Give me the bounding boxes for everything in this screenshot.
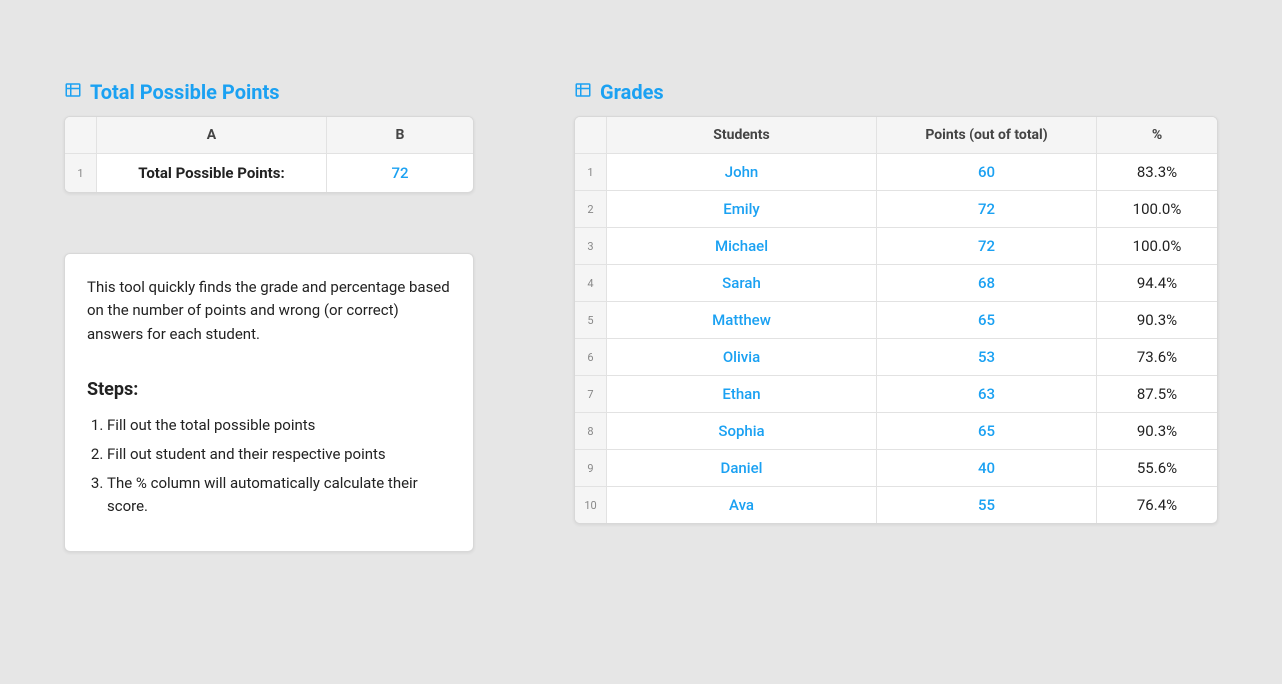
student-percent-cell: 73.6% <box>1097 339 1217 376</box>
table-icon <box>64 80 82 104</box>
grades-corner-cell <box>575 117 607 154</box>
student-name-cell[interactable]: Matthew <box>607 302 877 339</box>
row-index: 2 <box>575 191 607 228</box>
table-row[interactable]: 7Ethan6387.5% <box>575 376 1217 413</box>
list-item: The % column will automatically calculat… <box>107 472 451 519</box>
student-name-cell[interactable]: Olivia <box>607 339 877 376</box>
grades-students-header[interactable]: Students <box>607 117 877 154</box>
student-points-cell[interactable]: 72 <box>877 191 1097 228</box>
table-row[interactable]: 6Olivia5373.6% <box>575 339 1217 376</box>
student-points-cell[interactable]: 65 <box>877 413 1097 450</box>
student-name-cell[interactable]: Sophia <box>607 413 877 450</box>
table-row[interactable]: 1John6083.3% <box>575 154 1217 191</box>
student-percent-cell: 100.0% <box>1097 228 1217 265</box>
student-name-cell[interactable]: Emily <box>607 191 877 228</box>
student-name-cell[interactable]: Ethan <box>607 376 877 413</box>
grades-title: Grades <box>600 80 664 104</box>
table-row[interactable]: 5Matthew6590.3% <box>575 302 1217 339</box>
row-index: 1 <box>65 154 97 192</box>
row-index: 7 <box>575 376 607 413</box>
table-row[interactable]: 10Ava5576.4% <box>575 487 1217 523</box>
grades-section-header: Grades <box>574 80 1218 104</box>
table-row[interactable]: 3Michael72100.0% <box>575 228 1217 265</box>
list-item: Fill out student and their respective po… <box>107 443 451 466</box>
student-percent-cell: 83.3% <box>1097 154 1217 191</box>
grades-points-header[interactable]: Points (out of total) <box>877 117 1097 154</box>
student-percent-cell: 90.3% <box>1097 413 1217 450</box>
steps-heading: Steps: <box>87 376 451 404</box>
student-percent-cell: 94.4% <box>1097 265 1217 302</box>
totals-title: Total Possible Points <box>90 80 280 104</box>
row-index: 3 <box>575 228 607 265</box>
row-index: 5 <box>575 302 607 339</box>
student-percent-cell: 90.3% <box>1097 302 1217 339</box>
student-name-cell[interactable]: Ava <box>607 487 877 523</box>
info-intro: This tool quickly finds the grade and pe… <box>87 276 451 346</box>
student-points-cell[interactable]: 40 <box>877 450 1097 487</box>
table-row[interactable]: 4Sarah6894.4% <box>575 265 1217 302</box>
student-name-cell[interactable]: Michael <box>607 228 877 265</box>
table-row[interactable]: 1 Total Possible Points: 72 <box>65 154 473 192</box>
table-row[interactable]: 8Sophia6590.3% <box>575 413 1217 450</box>
row-index: 9 <box>575 450 607 487</box>
row-index: 4 <box>575 265 607 302</box>
totals-col-b-header[interactable]: B <box>327 117 473 154</box>
list-item: Fill out the total possible points <box>107 414 451 437</box>
totals-col-a-header[interactable]: A <box>97 117 327 154</box>
student-points-cell[interactable]: 65 <box>877 302 1097 339</box>
student-percent-cell: 100.0% <box>1097 191 1217 228</box>
student-percent-cell: 87.5% <box>1097 376 1217 413</box>
totals-section-header: Total Possible Points <box>64 80 474 104</box>
grades-table[interactable]: Students Points (out of total) % 1John60… <box>574 116 1218 524</box>
table-row[interactable]: 9Daniel4055.6% <box>575 450 1217 487</box>
student-points-cell[interactable]: 72 <box>877 228 1097 265</box>
table-row[interactable]: 2Emily72100.0% <box>575 191 1217 228</box>
student-points-cell[interactable]: 68 <box>877 265 1097 302</box>
student-name-cell[interactable]: John <box>607 154 877 191</box>
totals-corner-cell <box>65 117 97 154</box>
totals-table[interactable]: A B 1 Total Possible Points: 72 <box>64 116 474 193</box>
student-percent-cell: 55.6% <box>1097 450 1217 487</box>
steps-list: Fill out the total possible points Fill … <box>87 414 451 519</box>
student-percent-cell: 76.4% <box>1097 487 1217 523</box>
student-points-cell[interactable]: 60 <box>877 154 1097 191</box>
student-points-cell[interactable]: 55 <box>877 487 1097 523</box>
student-points-cell[interactable]: 53 <box>877 339 1097 376</box>
table-icon <box>574 80 592 104</box>
student-name-cell[interactable]: Sarah <box>607 265 877 302</box>
row-index: 8 <box>575 413 607 450</box>
row-index: 10 <box>575 487 607 523</box>
row-index: 1 <box>575 154 607 191</box>
grades-percent-header[interactable]: % <box>1097 117 1217 154</box>
totals-value-cell[interactable]: 72 <box>327 154 473 192</box>
student-points-cell[interactable]: 63 <box>877 376 1097 413</box>
student-name-cell[interactable]: Daniel <box>607 450 877 487</box>
row-index: 6 <box>575 339 607 376</box>
totals-label-cell[interactable]: Total Possible Points: <box>97 154 327 192</box>
info-card: This tool quickly finds the grade and pe… <box>64 253 474 552</box>
